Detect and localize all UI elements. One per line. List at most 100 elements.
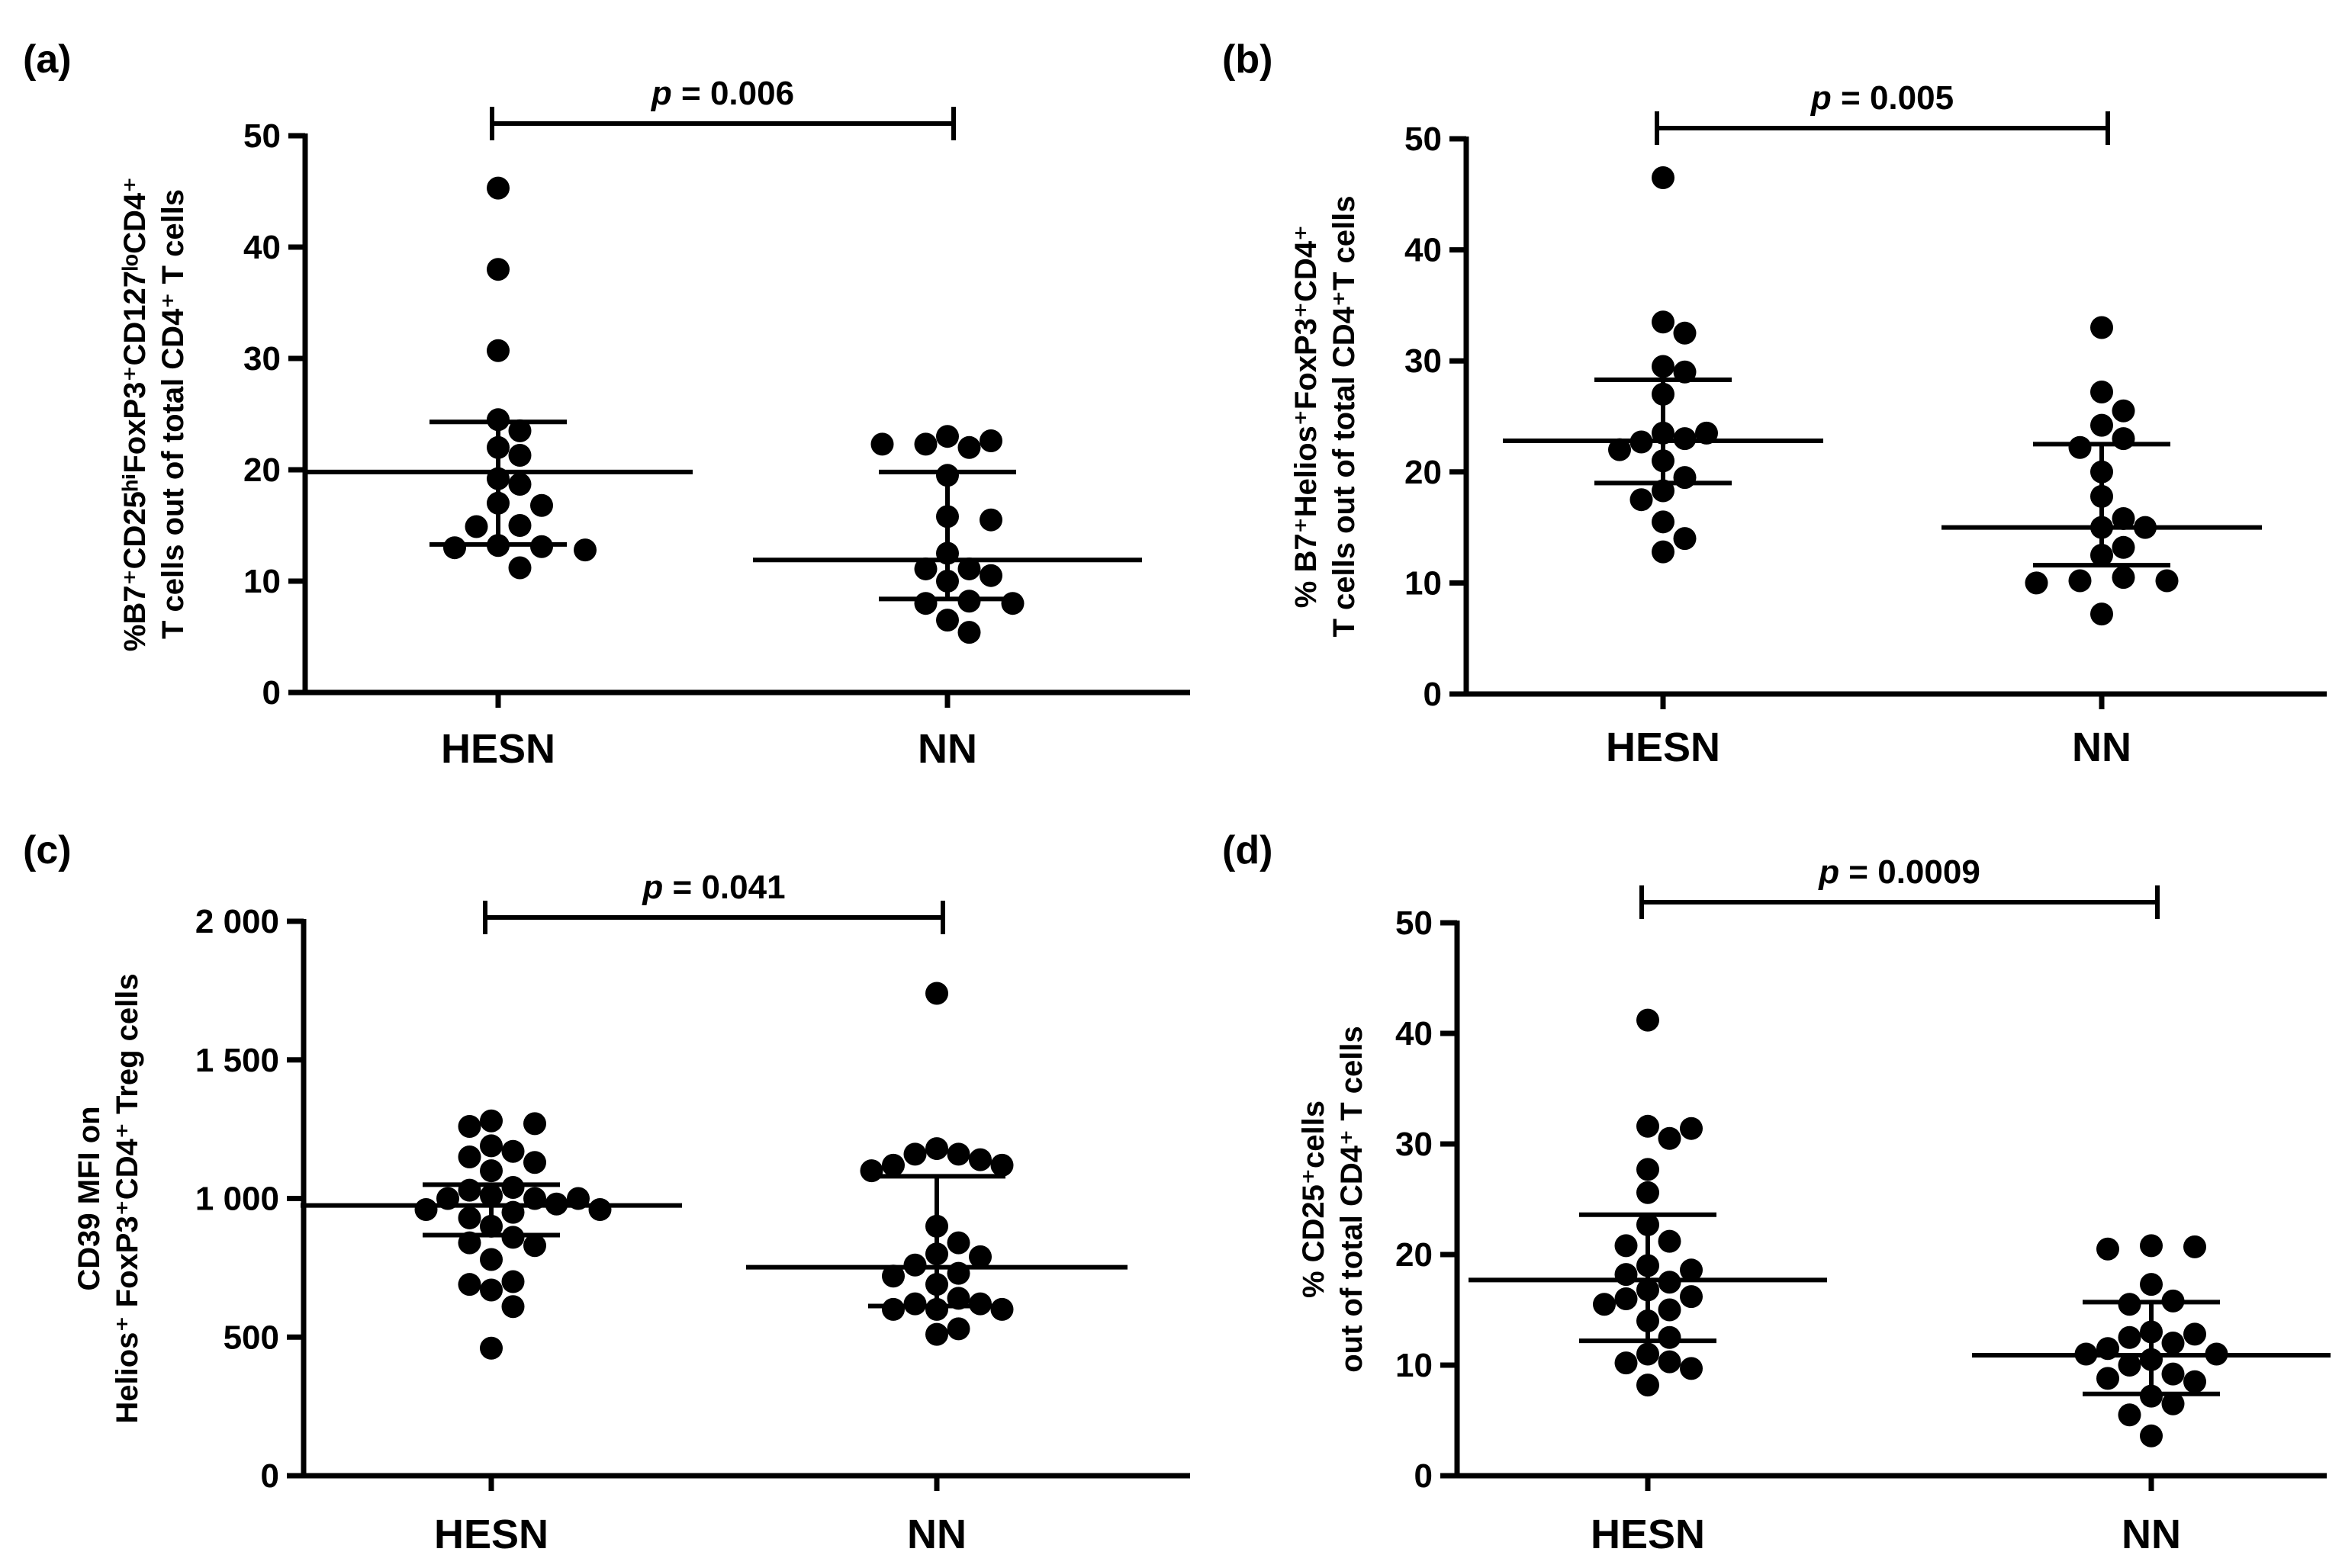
data-point — [1636, 1008, 1659, 1032]
data-point — [1614, 1234, 1638, 1258]
panel-letter: (c) — [23, 828, 72, 872]
series-hesn — [1469, 1008, 1827, 1397]
data-point — [2183, 1235, 2206, 1258]
series-hesn — [304, 176, 693, 580]
series-hesn — [301, 1109, 682, 1360]
data-point — [508, 514, 532, 537]
y-tick-label: 30 — [243, 340, 281, 378]
data-point — [2183, 1370, 2206, 1393]
data-point — [2112, 506, 2135, 530]
data-point — [465, 515, 488, 538]
data-point — [914, 432, 938, 456]
data-point — [588, 1198, 612, 1222]
data-point — [501, 1175, 525, 1199]
data-point — [1593, 1293, 1616, 1316]
y-tick-label: 20 — [1404, 454, 1442, 491]
data-point — [1673, 321, 1697, 345]
data-point — [925, 1322, 948, 1346]
data-point — [1636, 1374, 1659, 1397]
data-point — [2025, 571, 2048, 595]
y-tick-label: 2 000 — [195, 903, 279, 940]
data-point — [947, 1317, 970, 1341]
data-point — [1658, 1229, 1681, 1253]
data-point — [2161, 1362, 2185, 1386]
data-point — [523, 1112, 546, 1136]
data-point — [914, 592, 938, 615]
x-tick-label: NN — [918, 726, 977, 772]
data-point — [2118, 1403, 2141, 1427]
data-point — [480, 1336, 503, 1360]
data-point — [2068, 435, 2092, 459]
data-point — [925, 1137, 948, 1161]
data-point — [969, 1148, 992, 1171]
y-tick-label: 20 — [243, 451, 281, 489]
data-point — [480, 1278, 503, 1302]
data-point — [508, 556, 532, 580]
y-tick-label: 10 — [1404, 564, 1442, 602]
y-tick-label: 30 — [1395, 1126, 1433, 1163]
data-point — [523, 1234, 546, 1258]
data-point — [2183, 1322, 2206, 1346]
data-point — [969, 1245, 992, 1268]
data-point — [2112, 399, 2135, 423]
y-tick-label: 0 — [1414, 1457, 1433, 1495]
y-tick-label: 0 — [262, 674, 281, 712]
data-point — [1629, 488, 1653, 512]
data-point — [1614, 1351, 1638, 1375]
data-point — [1652, 165, 1674, 189]
data-point — [903, 1142, 927, 1166]
data-point — [1680, 1258, 1703, 1282]
data-point — [1636, 1158, 1659, 1181]
y-axis-label-line1: % CD25⁺cells — [1297, 1100, 1330, 1298]
x-tick-label: NN — [2072, 725, 2131, 770]
chart-panel-4: (d) 0 10 20 30 40 50 HESN NN % CD25⁺cells out of t… — [1222, 828, 2331, 1557]
chart-panel-1: (a) 0 10 20 30 40 50 HESN NN %B7⁺CD25ʰⁱFoxP3⁺CD12… — [23, 37, 1190, 772]
data-point — [2118, 1354, 2141, 1377]
y-axis-label-line2: Helios⁺ FoxP3⁺CD4⁺ Treg cells — [111, 973, 144, 1423]
data-point — [2096, 1367, 2119, 1390]
p-symbol: p — [1810, 79, 1832, 117]
data-point — [501, 1270, 525, 1293]
data-point — [936, 609, 959, 632]
y-tick-label: 40 — [1404, 232, 1442, 269]
data-point — [2140, 1424, 2163, 1448]
data-point — [980, 564, 1002, 587]
data-point — [2090, 413, 2113, 437]
y-tick-label: 1 500 — [195, 1042, 279, 1079]
data-point — [487, 339, 510, 362]
series-nn — [746, 982, 1128, 1346]
panel-letter: (a) — [23, 37, 72, 82]
data-point — [1001, 592, 1025, 615]
data-point — [1680, 1357, 1703, 1380]
y-axis-label-line1: CD39 MFI on — [72, 1106, 106, 1290]
data-point — [1680, 1285, 1703, 1309]
x-tick-label: HESN — [434, 1512, 549, 1557]
data-point — [2090, 602, 2113, 626]
p-value-label: p = 0.006 — [651, 75, 794, 112]
data-point — [914, 557, 938, 580]
p-value: = 0.006 — [672, 75, 794, 112]
p-value-label: p = 0.005 — [1810, 79, 1954, 117]
data-point — [870, 432, 894, 456]
data-point — [508, 419, 532, 442]
y-axis-label-line2: T cells out of total CD4⁺ T cells — [156, 189, 190, 639]
data-point — [458, 1273, 481, 1296]
panel-letter: (b) — [1222, 37, 1272, 82]
y-tick-label: 10 — [1395, 1347, 1433, 1384]
y-tick-label: 10 — [243, 563, 281, 600]
p-value: = 0.0009 — [1839, 853, 1980, 891]
data-point — [530, 493, 553, 517]
p-value-label: p = 0.0009 — [1818, 853, 1980, 891]
x-tick-label: HESN — [1606, 725, 1720, 770]
y-tick-label: 500 — [224, 1319, 279, 1356]
y-tick-label: 30 — [1404, 342, 1442, 380]
p-symbol: p — [642, 869, 663, 906]
data-point — [1636, 1181, 1659, 1204]
data-point — [487, 258, 510, 281]
data-point — [480, 1134, 503, 1158]
data-point — [925, 982, 948, 1005]
data-point — [1614, 1287, 1638, 1310]
data-point — [882, 1264, 905, 1288]
y-tick-label: 50 — [1395, 904, 1433, 942]
